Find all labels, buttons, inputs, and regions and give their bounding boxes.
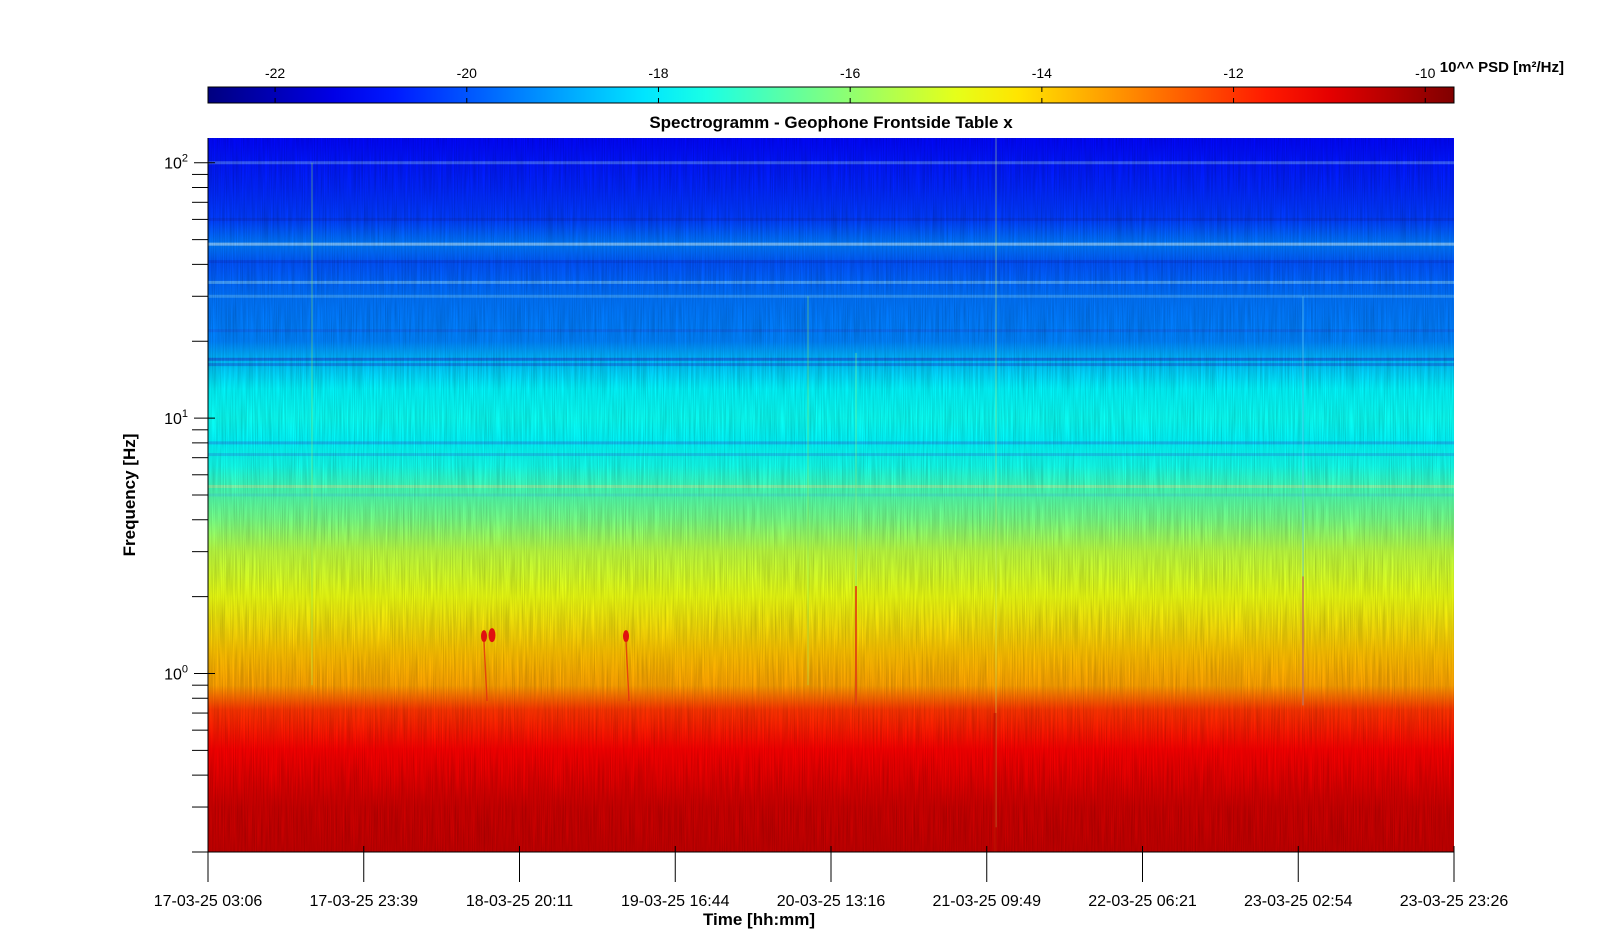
event-tail [483,641,488,702]
time-streak [1302,576,1304,706]
colorbar-label: 10^^ PSD [m²/Hz] [1440,59,1564,76]
y-tick-label: 100 [164,664,188,684]
time-streaks [311,138,1304,852]
y-tick-label: 101 [164,408,188,428]
time-streak [995,138,997,828]
colorbar-tick-label: -22 [265,65,285,81]
y-tick-label: 102 [164,153,188,173]
event-blob [488,628,496,643]
colorbar-tick-label: -10 [1415,65,1435,81]
time-streak [311,162,313,686]
colorbar-tick-label: -14 [1032,65,1052,81]
axes: 100 101 102 17-03-25 03:06 17-03-25 23:39 18… [154,138,1509,910]
x-tick-label: 22-03-25 06:21 [1088,893,1197,910]
plot-area [208,138,1454,852]
time-streak [1302,296,1304,577]
x-tick-label: 21-03-25 09:49 [932,893,1041,910]
colorbar: -22 -20 -18 -16 -14 -12 -10 10^^ PSD [m²/Hz] [207,59,1564,104]
colorbar-tick-label: -16 [840,65,860,81]
colorbar-gradient [207,86,1455,104]
chart-title: Spectrogramm - Geophone Frontside Table … [649,113,1013,132]
time-streak [993,713,997,852]
time-streak [807,296,809,686]
time-streak [855,586,857,706]
x-tick-label: 17-03-25 03:06 [154,893,263,910]
colorbar-tick-label: -18 [648,65,668,81]
x-axis-title: Time [hh:mm] [703,910,815,929]
colorbar-tick-label: -20 [457,65,477,81]
colorbar-tick-label: -12 [1223,65,1243,81]
event-blob [623,630,629,643]
event-marks [481,628,630,702]
y-axis-title: Frequency [Hz] [120,434,139,557]
event-blob [481,630,487,643]
x-tick-label: 19-03-25 16:44 [621,893,730,910]
x-tick-label: 23-03-25 23:26 [1400,893,1509,910]
colorbar-ticks: -22 -20 -18 -16 -14 -12 -10 [265,65,1436,103]
x-tick-label: 23-03-25 02:54 [1244,893,1353,910]
event-tail [625,641,630,702]
x-axis-ticks: 17-03-25 03:06 17-03-25 23:39 18-03-25 20:… [154,846,1509,910]
x-tick-label: 18-03-25 20:11 [466,893,573,910]
time-streak [855,352,857,587]
y-axis-ticks: 100 101 102 [164,153,215,853]
x-tick-label: 17-03-25 23:39 [309,893,418,910]
spectrogram-noise [208,138,1454,852]
x-tick-label: 20-03-25 13:16 [777,893,886,910]
